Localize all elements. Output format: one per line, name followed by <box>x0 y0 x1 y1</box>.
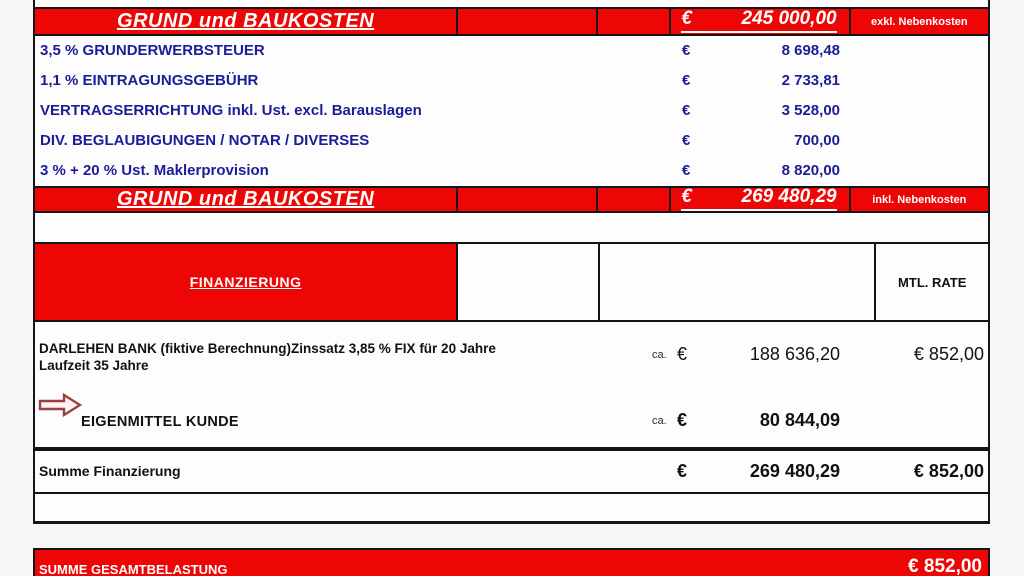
grund-excl-note: exkl. Nebenkosten <box>871 15 968 28</box>
cost-row-grunderwerbsteuer[interactable]: 3,5 % GRUNDERWERBSTEUER € 8 698,48 <box>35 36 988 66</box>
total-burden-row[interactable]: SUMME GESAMTBELASTUNG € 852,00 <box>33 548 990 576</box>
cost-value: 3 528,00 <box>781 102 840 119</box>
table-gap <box>33 524 990 548</box>
total-burden-amount: € 852,00 <box>908 556 982 576</box>
cell-grund-excl-title[interactable]: GRUND und BAUKOSTEN <box>35 9 459 34</box>
cost-row-maklerprovision[interactable]: 3 % + 20 % Ust. Maklerprovision € 8 820,… <box>35 156 988 186</box>
cost-row-beglaubigungen[interactable]: DIV. BEGLAUBIGUNGEN / NOTAR / DIVERSES €… <box>35 126 988 156</box>
currency-symbol: € <box>681 7 692 29</box>
cost-label: VERTRAGSERRICHTUNG inkl. Ust. excl. Bara… <box>40 102 422 119</box>
spacer-row[interactable] <box>33 213 990 242</box>
grund-excl-title: GRUND und BAUKOSTEN <box>116 10 375 32</box>
header-row-grund-excl[interactable]: GRUND und BAUKOSTEN € 245 000,00 exkl. N… <box>33 7 990 36</box>
cost-label: 3,5 % GRUNDERWERBSTEUER <box>40 42 265 59</box>
grund-incl-note: inkl. Nebenkosten <box>872 193 967 206</box>
sum-financing-row[interactable]: Summe Finanzierung € 269 480,29 € 852,00 <box>33 451 990 494</box>
cost-value: 8 820,00 <box>781 162 840 179</box>
cell-grund-incl-empty-2[interactable] <box>598 188 672 211</box>
cost-value: 700,00 <box>794 132 840 149</box>
sum-financing-monthly-rate: € 852,00 <box>913 461 984 481</box>
grund-excl-amount: 245 000,00 <box>741 7 837 29</box>
currency-symbol: € <box>682 72 691 89</box>
cost-value: 2 733,81 <box>781 72 840 89</box>
cost-label: 3 % + 20 % Ust. Maklerprovision <box>40 162 269 179</box>
cost-label: 1,1 % EINTRAGUNGSGEBÜHR <box>40 72 259 89</box>
cost-row-vertragserrichtung[interactable]: VERTRAGSERRICHTUNG inkl. Ust. excl. Bara… <box>35 96 988 126</box>
currency-symbol: € <box>682 162 691 179</box>
header-row-grund-incl[interactable]: GRUND und BAUKOSTEN € 269 480,29 inkl. N… <box>33 186 990 213</box>
cell-grund-incl-title[interactable]: GRUND und BAUKOSTEN <box>35 188 459 211</box>
financing-header-row[interactable]: FINANZIERUNG MTL. RATE <box>33 242 990 322</box>
currency-symbol: € <box>682 42 691 59</box>
sum-financing-amount: 269 480,29 <box>749 461 840 481</box>
grund-incl-amount-wrap: € 269 480,29 <box>681 185 837 211</box>
cell-financing-empty-2[interactable] <box>600 244 877 320</box>
monthly-rate-header: MTL. RATE <box>898 274 967 290</box>
darlehen-amount: 188 636,20 <box>749 344 840 364</box>
cell-grund-excl-empty-2[interactable] <box>598 9 672 34</box>
currency-symbol: € <box>682 132 691 149</box>
sum-financing-label: Summe Finanzierung <box>39 463 181 479</box>
grund-incl-title: GRUND und BAUKOSTEN <box>116 188 375 210</box>
eigenmittel-label: EIGENMITTEL KUNDE <box>81 414 239 430</box>
currency-symbol: € <box>677 410 688 430</box>
total-burden-label: SUMME GESAMTBELASTUNG <box>39 562 228 576</box>
cell-grund-excl-note[interactable]: exkl. Nebenkosten <box>851 9 988 34</box>
cell-grund-incl-empty-1[interactable] <box>458 188 598 211</box>
darlehen-approx: ca. <box>652 349 667 361</box>
currency-symbol: € <box>677 461 688 481</box>
eigenmittel-approx: ca. <box>652 415 667 427</box>
darlehen-label-line2: Laufzeit 35 Jahre <box>39 358 149 373</box>
currency-symbol: € <box>677 344 688 364</box>
cell-grund-excl-empty-1[interactable] <box>458 9 598 34</box>
eigenmittel-amount: 80 844,09 <box>759 410 840 430</box>
cell-financing-empty-1[interactable] <box>458 244 600 320</box>
cell-grund-incl-amount[interactable]: € 269 480,29 <box>671 185 851 211</box>
cost-label: DIV. BEGLAUBIGUNGEN / NOTAR / DIVERSES <box>40 132 370 149</box>
grund-excl-amount-wrap: € 245 000,00 <box>681 7 837 33</box>
cell-financing-title[interactable]: FINANZIERUNG <box>35 244 459 320</box>
cell-grund-incl-note[interactable]: inkl. Nebenkosten <box>851 188 988 211</box>
cost-detail-block: 3,5 % GRUNDERWERBSTEUER € 8 698,48 1,1 %… <box>33 36 990 186</box>
darlehen-monthly-rate: € 852,00 <box>913 344 984 364</box>
loans-block: DARLEHEN BANK (fiktive Berechnung)Zinssa… <box>33 322 990 451</box>
darlehen-label-line1: DARLEHEN BANK (fiktive Berechnung)Zinssa… <box>39 341 496 356</box>
cost-row-eintragungsgebuehr[interactable]: 1,1 % EINTRAGUNGSGEBÜHR € 2 733,81 <box>35 66 988 96</box>
arrow-right-icon <box>38 392 82 418</box>
currency-symbol: € <box>682 102 691 119</box>
top-row-fragment <box>33 0 990 9</box>
financing-title: FINANZIERUNG <box>189 274 302 290</box>
grund-incl-amount: 269 480,29 <box>741 185 837 207</box>
cell-grund-excl-amount[interactable]: € 245 000,00 <box>671 7 851 34</box>
cost-financing-table: GRUND und BAUKOSTEN € 245 000,00 exkl. N… <box>33 0 990 576</box>
cost-value: 8 698,48 <box>781 42 840 59</box>
empty-row[interactable] <box>33 494 990 524</box>
currency-symbol: € <box>681 185 692 207</box>
cell-monthly-rate-header[interactable]: MTL. RATE <box>876 244 988 320</box>
